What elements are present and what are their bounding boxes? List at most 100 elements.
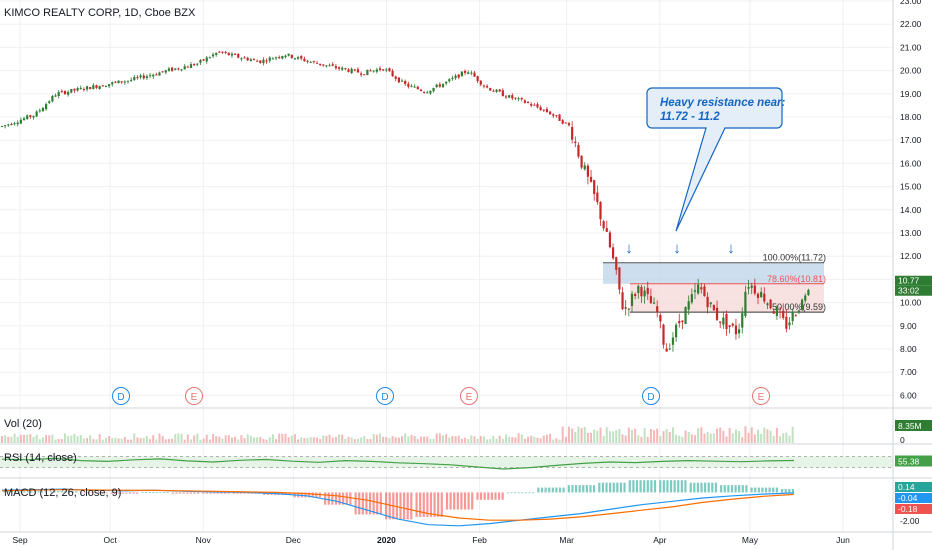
- candle-body: [769, 299, 772, 309]
- candle-body: [155, 74, 158, 76]
- candle-body: [618, 267, 621, 290]
- volume-bar: [309, 437, 312, 443]
- candle-body: [369, 70, 372, 72]
- macd-histogram-bar: [395, 492, 398, 520]
- volume-bar: [476, 438, 479, 443]
- macd-histogram-bar: [182, 492, 185, 494]
- volume-bar: [486, 439, 489, 443]
- volume-bar: [82, 438, 85, 443]
- macd-histogram-bar: [41, 491, 44, 493]
- macd-histogram-bar: [128, 492, 132, 494]
- candle-body: [602, 221, 605, 229]
- macd-histogram-bar: [60, 491, 63, 493]
- candle-body: [73, 88, 76, 91]
- volume-bar: [684, 430, 687, 443]
- volume-title[interactable]: Vol (20): [4, 418, 42, 430]
- volume-bar: [155, 439, 158, 443]
- candle-body: [278, 57, 281, 59]
- volume-bar: [1, 436, 3, 443]
- rsi-title[interactable]: RSI (14, close): [4, 452, 77, 464]
- candle-body: [363, 74, 366, 76]
- volume-bar: [205, 434, 208, 443]
- candle-body: [85, 86, 89, 90]
- volume-bar: [174, 433, 177, 443]
- macd-title[interactable]: MACD (12, 26, close, 9): [4, 487, 122, 499]
- candle-body: [706, 296, 709, 308]
- candle-body: [98, 86, 101, 90]
- volume-bar: [73, 433, 76, 443]
- volume-bar: [262, 439, 265, 443]
- volume-bar: [79, 435, 82, 443]
- volume-bar: [637, 435, 640, 443]
- candle-body: [114, 81, 117, 83]
- price-tick-label: 23.00: [900, 0, 922, 6]
- candle-body: [180, 69, 183, 71]
- callout-line2: 11.72 - 11.2: [660, 111, 720, 123]
- candle-body: [690, 294, 693, 303]
- volume-bar: [539, 438, 542, 443]
- candle-body: [337, 67, 341, 69]
- volume-bar: [757, 429, 759, 443]
- macd-histogram-bar: [399, 492, 402, 520]
- macd-histogram-bar: [136, 492, 139, 494]
- macd-histogram-bar: [132, 492, 135, 494]
- volume-bar: [196, 433, 199, 443]
- volume-bar: [259, 437, 262, 443]
- candle-body: [612, 247, 615, 259]
- candle-body: [492, 90, 495, 92]
- volume-bar: [38, 439, 41, 443]
- volume-bar: [479, 436, 482, 443]
- candle-body: [536, 104, 539, 108]
- volume-bar: [457, 435, 460, 443]
- candle-body: [331, 64, 334, 66]
- macd-histogram-bar: [338, 492, 341, 505]
- volume-bar: [530, 435, 533, 443]
- macd-histogram-bar: [463, 492, 467, 510]
- volume-bar: [293, 434, 296, 443]
- macd-histogram-bar: [612, 482, 615, 493]
- candle-body: [246, 57, 249, 61]
- macd-histogram-bar: [10, 491, 13, 493]
- candles-group: [0, 50, 810, 352]
- candle-body: [599, 201, 602, 220]
- candle-body: [315, 62, 319, 64]
- candle-body: [593, 180, 596, 194]
- macd-histogram-bar: [558, 487, 562, 493]
- candle-body: [344, 68, 347, 70]
- volume-bar: [60, 439, 63, 443]
- candle-body: [482, 85, 486, 87]
- candle-body: [161, 71, 164, 73]
- candle-body: [615, 257, 618, 270]
- macd-histogram-bar: [91, 492, 94, 494]
- volume-bar: [366, 438, 369, 443]
- macd-histogram-bar: [361, 492, 364, 515]
- fibonacci-zones[interactable]: 100.00%(11.72) 78.60%(10.81) 50.00%(9.59) ↓…: [603, 240, 826, 313]
- macd-histogram-bar: [57, 491, 60, 493]
- candle-body: [574, 141, 577, 144]
- candle-body: [545, 108, 549, 113]
- resistance-callout[interactable]: Heavy resistance near: 11.72 - 11.2: [646, 87, 785, 232]
- volume-bar: [659, 436, 662, 443]
- volume-bar: [4, 435, 7, 443]
- volume-bar: [416, 439, 419, 443]
- volume-bar: [662, 431, 665, 443]
- candle-body: [218, 51, 221, 53]
- resistance-arrow: ↓: [673, 240, 681, 257]
- symbol-title[interactable]: KIMCO REALTY CORP, 1D, Cboe BZX: [4, 7, 196, 19]
- macd-histogram-bar: [741, 485, 744, 493]
- volume-bar: [356, 438, 359, 443]
- volume-bar: [57, 439, 60, 443]
- candle-body: [259, 60, 262, 63]
- volume-bar: [388, 438, 391, 443]
- indicator-panes: [0, 426, 893, 527]
- candle-body: [662, 324, 665, 345]
- macd-histogram-bar: [440, 492, 443, 517]
- time-axis-label: Mar: [559, 535, 574, 545]
- candle-body: [57, 92, 60, 96]
- candle-body: [148, 75, 152, 77]
- signal-value-badge: [895, 504, 932, 514]
- earnings-marker: [460, 387, 478, 405]
- volume-bar: [171, 438, 174, 443]
